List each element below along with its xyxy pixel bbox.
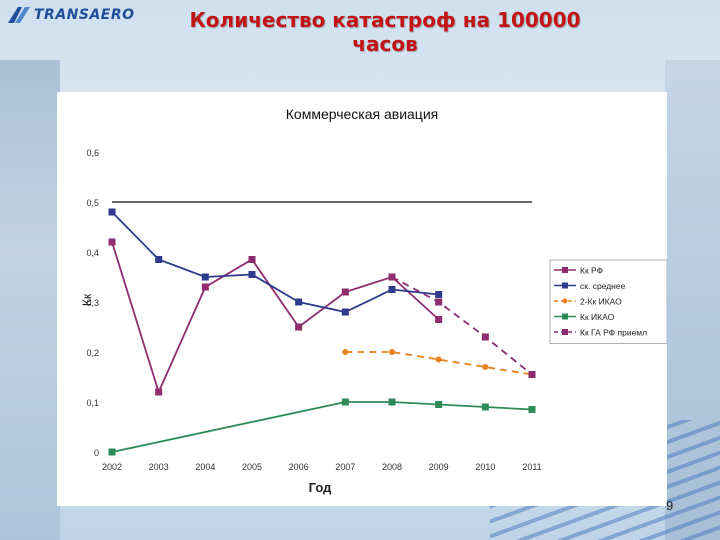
x-tick-label: 2007 (335, 462, 355, 472)
y-tick-label: 0,1 (86, 398, 99, 408)
data-point (481, 403, 489, 411)
y-tick-label: 0,5 (86, 198, 99, 208)
background-left-panel (0, 60, 60, 540)
data-point (388, 286, 396, 293)
data-point (341, 308, 349, 316)
data-point (341, 288, 349, 296)
data-point (108, 238, 116, 246)
data-point (435, 291, 443, 298)
legend-marker (562, 267, 568, 273)
data-point (435, 356, 442, 363)
series-line-4 (391, 276, 533, 376)
data-point (341, 398, 349, 406)
data-point (295, 323, 303, 331)
slide-title-line-1: Количество катастроф на 100000 (189, 8, 581, 32)
chart-title: Коммерческая авиация (286, 106, 438, 122)
x-tick-label: 2011 (522, 462, 541, 472)
legend-label: ск. среднее (580, 281, 626, 291)
data-point (342, 349, 349, 355)
data-point (435, 401, 443, 408)
data-point (435, 316, 443, 323)
data-point (201, 283, 209, 291)
data-point (201, 273, 209, 281)
x-tick-label: 2005 (242, 462, 262, 472)
data-point (528, 406, 536, 413)
y-tick-label: 0,3 (86, 298, 99, 308)
data-point (388, 398, 396, 406)
legend-label: 2-Кк ИКАО (580, 297, 622, 307)
data-point (528, 371, 536, 378)
y-tick-label: 0,4 (86, 248, 99, 258)
series-line-1 (111, 211, 439, 313)
legend-marker (562, 329, 568, 335)
page-number: 9 (666, 498, 674, 513)
legend-label: Кк ИКАО (580, 312, 615, 322)
x-tick-label: 2004 (195, 462, 215, 472)
x-tick-label: 2003 (149, 462, 169, 472)
data-point (155, 388, 163, 396)
chart-canvas: Коммерческая авиация Кк Год 0 0,1 0,2 0,3 0,… (80, 106, 668, 495)
data-point (248, 256, 256, 263)
brand-logo: TRANSAERO (6, 4, 156, 26)
x-tick-label: 2008 (382, 462, 402, 472)
slide-title: Количество катастроф на 100000 часов (170, 8, 600, 56)
data-point (481, 333, 489, 341)
data-point (155, 256, 163, 263)
y-tick-label: 0,2 (86, 348, 99, 358)
series-line-3 (111, 401, 533, 453)
legend-label: Кк ГА РФ приемл (580, 328, 647, 338)
legend-marker (562, 313, 568, 320)
data-point (389, 349, 395, 355)
x-tick-label: 2009 (429, 462, 449, 472)
y-axis-label: Кк (80, 293, 94, 306)
y-tick-label: 0,6 (86, 148, 99, 158)
transaero-logo-icon (8, 7, 30, 23)
data-point (248, 271, 256, 278)
x-axis-label: Год (309, 480, 332, 495)
series-line-0 (111, 241, 440, 395)
data-point (295, 298, 303, 306)
legend-label: Кк РФ (580, 266, 603, 276)
x-tick-label: 2006 (289, 462, 309, 472)
data-point (482, 364, 489, 370)
series-line-2 (345, 351, 533, 376)
legend-marker (562, 298, 568, 304)
data-point (108, 208, 116, 216)
x-tick-label: 2010 (475, 462, 495, 472)
data-point (435, 298, 443, 306)
data-point (388, 273, 396, 281)
y-tick-label: 0 (94, 448, 99, 458)
legend-marker (562, 282, 568, 289)
chart-legend: Кк РФ ск. среднее 2-Кк ИКАО Кк ИКАО Кк ГА РФ… (549, 259, 668, 344)
brand-logo-text: TRANSAERO (34, 7, 135, 23)
x-tick-label: 2002 (102, 462, 122, 472)
plot-area: 0 0,1 0,2 0,3 0,4 0,5 0,6 2002 2003 2004 2005 2006 2… (86, 148, 541, 472)
data-point (108, 448, 116, 456)
chart-panel: Коммерческая авиация Кк Год 0 0,1 0,2 0,3 0,… (57, 92, 668, 506)
slide-title-line-2: часов (352, 32, 418, 56)
